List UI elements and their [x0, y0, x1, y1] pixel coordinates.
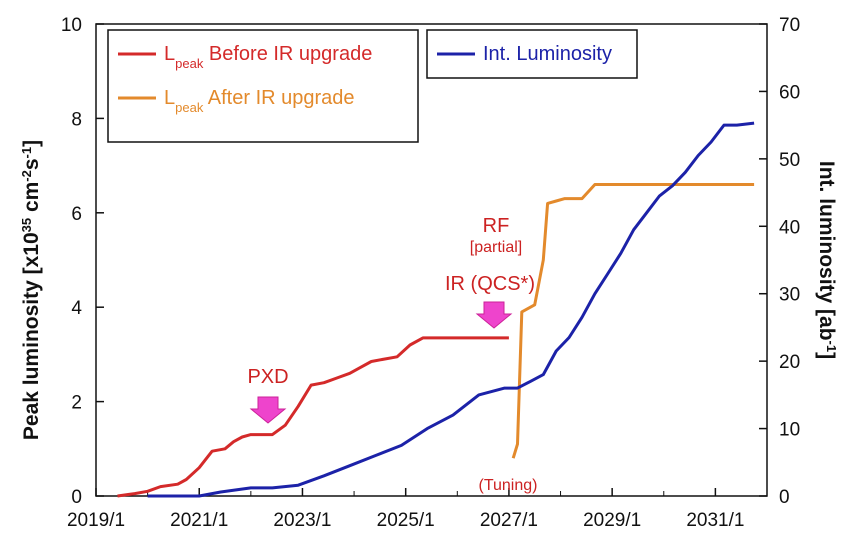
legend-box-peak — [107, 29, 419, 143]
y-left-tick-label: 8 — [71, 109, 82, 130]
y-right-tick-label: 60 — [779, 82, 800, 103]
y-left-tick-label: 2 — [71, 393, 82, 414]
legend-box-int — [426, 29, 638, 79]
legend-label: Int. Luminosity — [483, 43, 612, 65]
x-tick-label: 2029/1 — [583, 510, 641, 531]
x-axis-ticks: 2019/1 2021/1 2023/1 2025/1 2027/1 2029/1 2031… — [67, 488, 744, 531]
pink-arrow-icon — [475, 301, 513, 329]
y-right-tick-label: 0 — [779, 487, 790, 508]
annotation-text: [partial] — [470, 239, 522, 256]
x-tick-label: 2025/1 — [377, 510, 435, 531]
annotation-text: (Tuning) — [479, 477, 538, 494]
y-left-axis-ticks: 0 2 4 6 8 10 — [61, 15, 104, 508]
y-left-tick-label: 10 — [61, 15, 82, 36]
legend: Lpeak Before IR upgrade Lpeak After IR up… — [118, 43, 612, 115]
series-line-1 — [511, 183, 755, 459]
x-tick-label: 2023/1 — [273, 510, 331, 531]
y-right-tick-label: 70 — [779, 15, 800, 36]
series-line-0 — [117, 336, 509, 498]
y-right-axis-ticks: 0 10 20 30 40 50 60 70 — [759, 15, 800, 508]
y-left-tick-label: 6 — [71, 204, 82, 225]
x-tick-label: 2019/1 — [67, 510, 125, 531]
legend-label: Lpeak After IR upgrade — [164, 87, 355, 115]
annotation-text: PXD — [247, 366, 288, 388]
y-left-tick-label: 4 — [71, 298, 82, 319]
legend-label: Lpeak Before IR upgrade — [164, 43, 372, 71]
y-right-tick-label: 20 — [779, 352, 800, 373]
y-right-tick-label: 30 — [779, 285, 800, 306]
y-right-tick-label: 50 — [779, 150, 800, 171]
plot-frame — [95, 23, 768, 497]
x-tick-label: 2031/1 — [686, 510, 744, 531]
y-left-tick-label: 0 — [71, 487, 82, 508]
y-right-tick-label: 40 — [779, 217, 800, 238]
x-tick-label: 2021/1 — [170, 510, 228, 531]
y-right-tick-label: 10 — [779, 420, 800, 441]
pink-arrow-icon — [249, 396, 287, 424]
annotation-text: IR (QCS*) — [445, 273, 535, 295]
annotations: PXD RF [partial] IR (QCS*) (Tuning) — [247, 215, 537, 494]
y-left-axis-title: Peak luminosity [x1035 cm-2s-1] — [19, 140, 44, 440]
series-layer — [117, 121, 755, 498]
annotation-text: RF — [483, 215, 510, 237]
x-tick-label: 2027/1 — [480, 510, 538, 531]
y-right-axis-title: Int. luminosity [ab-1] — [815, 161, 840, 359]
series-line-2 — [147, 121, 755, 498]
